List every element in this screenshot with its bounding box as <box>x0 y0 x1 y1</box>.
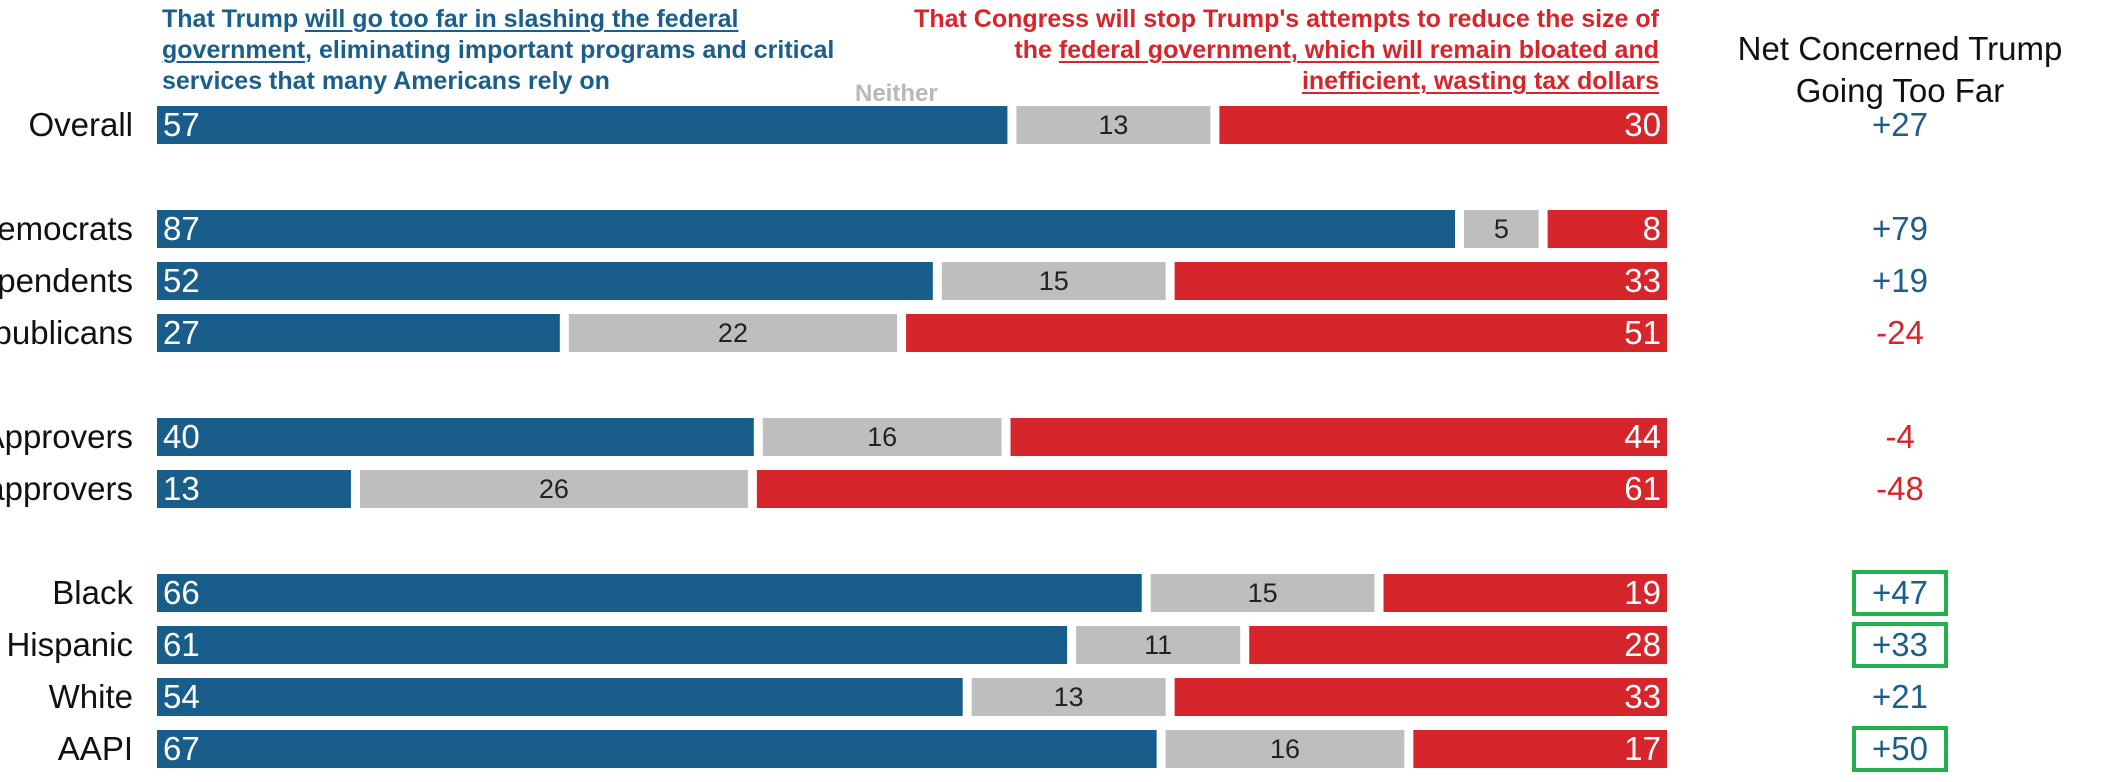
bar-label-congress-stop: 61 <box>1624 470 1661 507</box>
bar-segment-neither <box>941 262 1166 300</box>
net-value: -48 <box>1876 470 1924 507</box>
bar-label-trump-too-far: 66 <box>163 574 200 611</box>
bar-segment-congress-stop <box>1413 730 1667 768</box>
net-value: +33 <box>1872 626 1928 663</box>
bar-label-congress-stop: 19 <box>1624 574 1661 611</box>
bar-segment-trump-too-far <box>157 574 1142 612</box>
bar-label-trump-too-far: 61 <box>163 626 200 663</box>
row-label: Hispanic <box>6 626 133 663</box>
row-label: Republicans <box>0 314 133 351</box>
bar-segment-neither <box>971 678 1166 716</box>
left-series-header-underlined: will go too far in slashing the federal … <box>162 5 739 64</box>
bar-segment-trump-too-far <box>157 314 560 352</box>
bar-label-neither: 13 <box>1054 682 1084 712</box>
bar-label-congress-stop: 51 <box>1624 314 1661 351</box>
bar-label-congress-stop: 8 <box>1643 210 1661 247</box>
bar-label-congress-stop: 33 <box>1624 262 1661 299</box>
bar-segment-congress-stop <box>1174 262 1667 300</box>
net-value: +19 <box>1872 262 1928 299</box>
row-label: Disapprovers <box>0 470 133 507</box>
net-column-title: Net Concerned Trump Going Too Far <box>1737 30 2063 109</box>
row-label: Approvers <box>0 418 133 455</box>
bar-label-neither: 22 <box>718 318 748 348</box>
net-value: -4 <box>1885 418 1914 455</box>
bar-segment-neither <box>1076 626 1241 664</box>
bar-segment-congress-stop <box>1219 106 1667 144</box>
net-value: +50 <box>1872 730 1928 767</box>
bar-label-neither: 11 <box>1144 630 1172 660</box>
net-highlight-box <box>1852 570 1948 616</box>
bar-segment-congress-stop <box>1249 626 1667 664</box>
bar-label-congress-stop: 44 <box>1624 418 1661 455</box>
bar-segment-trump-too-far <box>157 470 351 508</box>
bar-label-congress-stop: 33 <box>1624 678 1661 715</box>
bar-segment-trump-too-far <box>157 418 754 456</box>
bar-label-trump-too-far: 27 <box>163 314 200 351</box>
bar-segment-trump-too-far <box>157 210 1456 248</box>
bar-segment-neither <box>1165 730 1405 768</box>
bar-segment-congress-stop <box>1174 678 1667 716</box>
bar-segment-trump-too-far <box>157 730 1157 768</box>
bar-label-trump-too-far: 87 <box>163 210 200 247</box>
bar-segment-neither <box>1464 210 1539 248</box>
net-highlight-box <box>1852 726 1948 772</box>
bar-label-neither: 16 <box>1270 734 1300 764</box>
bar-label-congress-stop: 30 <box>1624 106 1661 143</box>
right-series-header: That Congress will stop Trump's attempts… <box>914 5 1659 95</box>
bar-label-trump-too-far: 40 <box>163 418 200 455</box>
bar-label-trump-too-far: 13 <box>163 470 200 507</box>
left-series-header: That Trump will go too far in slashing t… <box>162 5 835 95</box>
bar-segment-neither <box>568 314 898 352</box>
net-value: +79 <box>1872 210 1928 247</box>
bar-segment-congress-stop <box>906 314 1667 352</box>
row-label: Overall <box>28 106 133 143</box>
bar-segment-trump-too-far <box>157 262 933 300</box>
right-series-header-underlined: federal government, which will remain bl… <box>1058 36 1659 95</box>
bar-segment-neither <box>359 470 748 508</box>
bar-label-neither: 26 <box>539 474 569 504</box>
bar-label-trump-too-far: 67 <box>163 730 200 767</box>
bar-label-neither: 16 <box>867 422 897 452</box>
net-highlight-box <box>1852 622 1948 668</box>
neither-series-header: Neither <box>855 80 938 107</box>
bar-segment-congress-stop <box>756 470 1667 508</box>
bar-segment-trump-too-far <box>157 678 963 716</box>
bar-label-trump-too-far: 52 <box>163 262 200 299</box>
net-value: -24 <box>1876 314 1924 351</box>
bar-label-neither: 15 <box>1248 578 1278 608</box>
bar-label-trump-too-far: 57 <box>163 106 200 143</box>
bar-label-trump-too-far: 54 <box>163 678 200 715</box>
row-label: AAPI <box>58 730 133 767</box>
bar-label-congress-stop: 17 <box>1624 730 1661 767</box>
bar-segment-neither <box>1150 574 1375 612</box>
row-label: White <box>49 678 133 715</box>
row-label: Democrats <box>0 210 133 247</box>
bar-label-neither: 5 <box>1494 214 1509 244</box>
net-value: +27 <box>1872 106 1928 143</box>
bar-segment-congress-stop <box>1383 574 1667 612</box>
net-value: +47 <box>1872 574 1928 611</box>
bar-segment-congress-stop <box>1547 210 1667 248</box>
bar-segment-neither <box>1016 106 1211 144</box>
bar-segment-congress-stop <box>1010 418 1667 456</box>
bar-label-congress-stop: 28 <box>1624 626 1661 663</box>
bar-label-neither: 13 <box>1098 110 1128 140</box>
bar-segment-trump-too-far <box>157 106 1008 144</box>
net-value: +21 <box>1872 678 1928 715</box>
row-label: Black <box>52 574 133 611</box>
bar-segment-neither <box>762 418 1002 456</box>
bar-label-neither: 15 <box>1039 266 1069 296</box>
bar-segment-trump-too-far <box>157 626 1068 664</box>
row-label: Independents <box>0 262 133 299</box>
